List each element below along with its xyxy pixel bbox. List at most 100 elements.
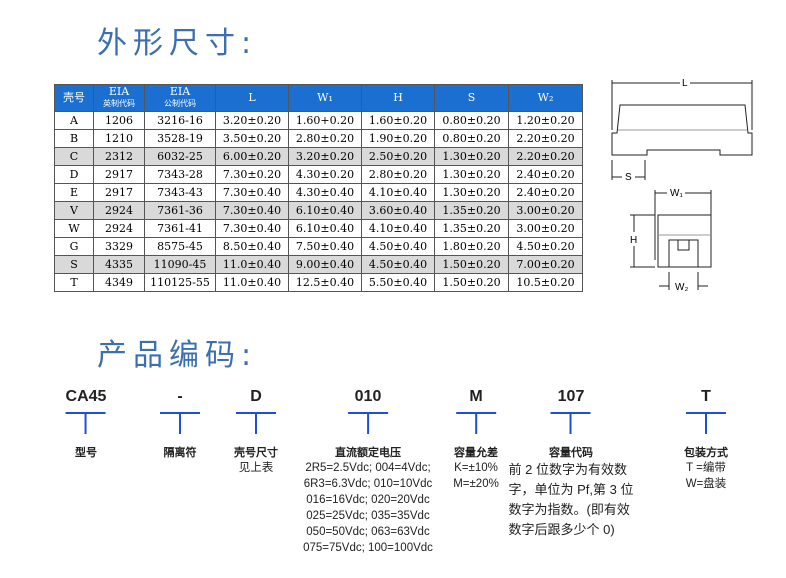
- table-cell: 1.35±0.20: [434, 201, 509, 220]
- code-label: 隔离符: [163, 446, 197, 459]
- table-cell: 3.60±0.40: [361, 201, 435, 220]
- code-description: T =编带: [686, 462, 726, 474]
- table-cell: 6.10±0.40: [288, 219, 362, 238]
- table-cell: 3.20±0.20: [215, 111, 289, 130]
- table-cell: 4.50±0.40: [361, 255, 435, 274]
- table-cell: 3528-19: [144, 129, 216, 148]
- table-cell: 3329: [93, 237, 145, 256]
- table-cell: 1.30±0.20: [434, 147, 509, 166]
- code-description: 050=50Vdc; 063=63Vdc: [306, 526, 430, 538]
- table-cell: 7.00±0.20: [508, 255, 583, 274]
- capacitor-dimension-diagram: L S W₁ H W₂: [611, 78, 753, 293]
- table-cell: S: [54, 255, 94, 274]
- table-cell: E: [54, 183, 94, 202]
- table-cell: G: [54, 237, 94, 256]
- code-description: 016=16Vdc; 020=20Vdc: [306, 494, 430, 506]
- table-cell: 3.00±0.20: [508, 219, 583, 238]
- code-part: CA45: [65, 388, 107, 405]
- header-subtext: 公制代码: [164, 99, 196, 108]
- table-cell: 1.35±0.20: [434, 219, 509, 238]
- table-cell: 7361-36: [144, 201, 216, 220]
- header-text: EIA: [108, 85, 130, 98]
- table-cell: 4.10±0.40: [361, 219, 435, 238]
- table-cell: 2.50±0.20: [361, 147, 435, 166]
- table-cell: 1.30±0.20: [434, 183, 509, 202]
- table-cell: 1.60+0.20: [288, 111, 362, 130]
- table-cell: 7343-28: [144, 165, 216, 184]
- table-cell: 1.60±0.20: [361, 111, 435, 130]
- code-label: 型号: [75, 446, 97, 459]
- code-description: K=±10%: [454, 462, 498, 474]
- table-cell: 2917: [93, 165, 145, 184]
- code-label: 包装方式: [684, 446, 728, 459]
- table-cell: W: [54, 219, 94, 238]
- table-cell: 4.10±0.40: [361, 183, 435, 202]
- code-part: -: [177, 388, 183, 405]
- table-cell: 4.50±0.40: [361, 237, 435, 256]
- table-cell: 12.5±0.40: [288, 273, 362, 292]
- code-description: 025=25Vdc; 035=35Vdc: [306, 510, 430, 522]
- table-cell: 1.20±0.20: [508, 111, 583, 130]
- table-cell: 6.00±0.20: [215, 147, 289, 166]
- table-cell: 7.50±0.40: [288, 237, 362, 256]
- table-cell: 4.30±0.20: [288, 165, 362, 184]
- code-description: 前 2 位数字为有效数: [508, 462, 627, 477]
- table-cell: A: [54, 111, 94, 130]
- code-description: 数字为指数。(即有效: [508, 502, 630, 517]
- header-text: W₂: [537, 91, 554, 104]
- table-cell: 8.50±0.40: [215, 237, 289, 256]
- label-W1: W₁: [670, 188, 683, 199]
- column-header: H: [361, 84, 435, 112]
- table-cell: 2.40±0.20: [508, 165, 583, 184]
- header-text: EIA: [169, 85, 191, 98]
- column-header: W₁: [288, 84, 362, 112]
- table-cell: 1.50±0.20: [434, 273, 509, 292]
- code-label: 直流额定电压: [335, 446, 401, 459]
- header-text: L: [248, 91, 256, 104]
- table-cell: 10.5±0.20: [508, 273, 583, 292]
- table-cell: 1210: [93, 129, 145, 148]
- table-cell: 6.10±0.40: [288, 201, 362, 220]
- code-description: W=盘装: [685, 478, 727, 490]
- table-cell: 3.20±0.20: [288, 147, 362, 166]
- table-cell: 2312: [93, 147, 145, 166]
- code-description: 075=75Vdc; 100=100Vdc: [303, 542, 433, 554]
- table-row: T 4349 110125-55 11.0±0.40 12.5±0.40 5.50±0.4…: [54, 273, 583, 292]
- label-H: H: [630, 235, 637, 246]
- code-segment: D 壳号尺寸 见上表: [234, 388, 278, 476]
- code-part: M: [469, 388, 483, 405]
- table-cell: 2.80±0.20: [361, 165, 435, 184]
- table-cell: 2924: [93, 219, 145, 238]
- table-cell: 8575-45: [144, 237, 216, 256]
- code-segment: 010 直流额定电压 2R5=2.5Vdc; 004=4Vdc; 6R3=6.3Vdc…: [303, 388, 433, 556]
- bracket-icon: [236, 412, 276, 436]
- bracket-icon: [456, 412, 496, 436]
- code-label: 容量代码: [549, 446, 593, 459]
- code-description: M=±20%: [453, 478, 499, 490]
- code-part: D: [250, 388, 262, 405]
- table-row: W 2924 7361-41 7.30±0.40 6.10±0.40 4.10±0.40 1…: [54, 219, 583, 238]
- table-cell: 2.80±0.20: [288, 129, 362, 148]
- table-row: C 2312 6032-25 6.00±0.20 3.20±0.20 2.50±0.20 1…: [54, 147, 583, 166]
- code-part: 107: [557, 388, 585, 405]
- code-description: 见上表: [238, 462, 274, 474]
- table-row: A 1206 3216-16 3.20±0.20 1.60+0.20 1.60±0.20 0…: [54, 111, 583, 130]
- table-cell: 4.50±0.20: [508, 237, 583, 256]
- code-description: 数字后跟多少个 0): [508, 522, 615, 537]
- code-label: 容量允差: [454, 446, 498, 459]
- table-cell: B: [54, 129, 94, 148]
- column-header: S: [434, 84, 509, 112]
- code-segment: M 容量允差 K=±10% M=±20%: [453, 388, 499, 492]
- table-cell: 0.80±0.20: [434, 129, 509, 148]
- table-cell: 7.30±0.40: [215, 183, 289, 202]
- table-cell: 4335: [93, 255, 145, 274]
- column-header: L: [215, 84, 289, 112]
- bracket-icon: [348, 412, 388, 436]
- bracket-icon: [551, 412, 591, 436]
- code-description: 字，单位为 Pf,第 3 位: [508, 482, 634, 497]
- table-cell: 1.90±0.20: [361, 129, 435, 148]
- header-text: W₁: [317, 91, 333, 104]
- table-cell: 11090-45: [144, 255, 216, 274]
- label-W2: W₂: [675, 282, 688, 293]
- header-text: S: [467, 91, 476, 104]
